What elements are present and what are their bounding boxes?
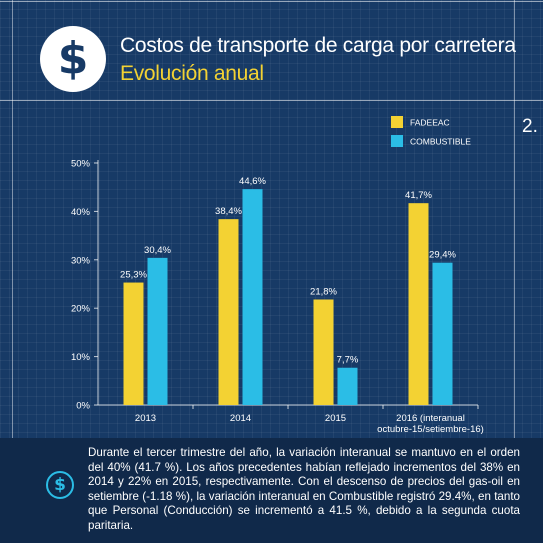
bar-chart: 0% 10% 20% 30% 40% 50% 25,3% 30,4% 2013 38,4% 44,6… (71, 116, 484, 435)
bar-combustible-1 (242, 189, 263, 405)
page-subtitle: Evolución anual (120, 62, 264, 85)
bar-fadeeac-1 (218, 219, 239, 405)
y-tick-label: 10% (71, 352, 91, 363)
legend-swatch-fadeeac (391, 116, 403, 128)
right-frame-line (514, 0, 515, 438)
footer-text: Durante el tercer trimestre del año, la … (88, 446, 520, 532)
bar-combustible-3 (432, 262, 453, 405)
bar-fadeeac-0 (123, 282, 144, 405)
logo-symbol: $ (57, 33, 89, 84)
bar-combustible-0 (147, 257, 168, 405)
y-tick-label: 20% (71, 304, 91, 315)
bar-combustible-2 (337, 367, 358, 405)
data-label: 29,4% (429, 250, 456, 261)
legend-label-combustible: COMBUSTIBLE (410, 137, 471, 147)
legend-label-fadeeac: FADEEAC (410, 118, 450, 128)
y-tick-label: 40% (71, 207, 91, 218)
x-tick-label: 2014 (230, 413, 251, 424)
data-label: 25,3% (120, 270, 147, 281)
y-tick-label: 50% (71, 159, 91, 170)
page-title: Costos de transporte de carga por carret… (120, 34, 516, 57)
data-label: 44,6% (239, 176, 266, 187)
left-frame-line (12, 0, 13, 438)
data-label: 7,7% (337, 355, 359, 366)
data-label: 21,8% (310, 286, 337, 297)
x-tick-label: 2013 (135, 413, 156, 424)
data-label: 30,4% (144, 245, 171, 256)
data-label: 38,4% (215, 206, 242, 217)
y-tick-label: 30% (71, 255, 91, 266)
dollar-circle-icon: $ (46, 471, 74, 499)
x-tick-label: 2015 (325, 413, 346, 424)
footer-panel (0, 438, 543, 543)
page-number: 2. (522, 116, 538, 137)
top-divider (0, 1, 543, 2)
bar-fadeeac-3 (408, 203, 429, 405)
x-tick-label: octubre-15/setiembre-16) (377, 424, 484, 435)
data-label: 41,7% (405, 190, 432, 201)
header-divider (0, 100, 543, 101)
bar-fadeeac-2 (313, 299, 334, 405)
dollar-logo-icon: $ (40, 26, 106, 92)
legend-swatch-combustible (391, 135, 403, 147)
y-tick-label: 0% (76, 401, 90, 412)
x-tick-label: 2016 (interanual (396, 413, 465, 424)
